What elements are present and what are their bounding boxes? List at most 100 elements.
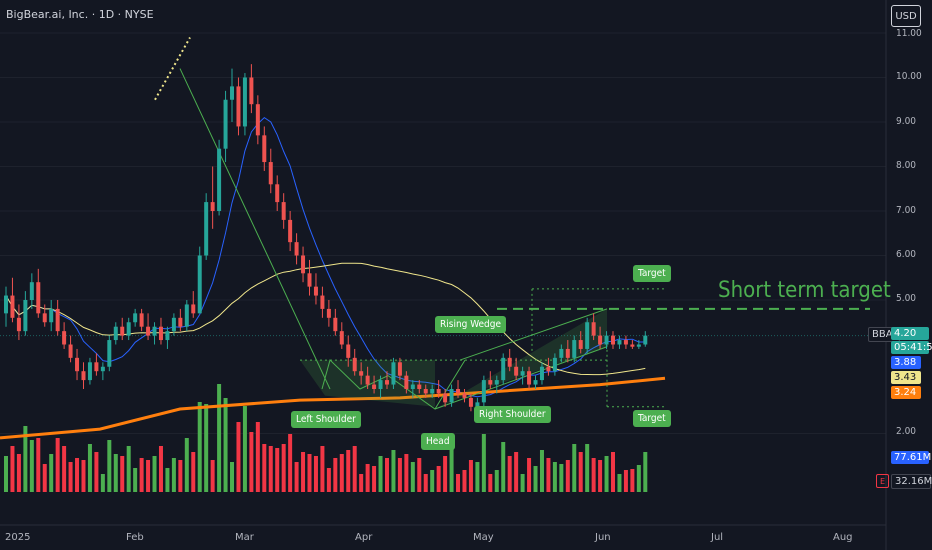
- volume-bar: [559, 464, 564, 492]
- volume-bar: [617, 474, 622, 492]
- volume-bar: [326, 468, 331, 492]
- volume-bar: [604, 456, 609, 492]
- candle-body: [204, 202, 209, 256]
- time-label: May: [473, 532, 494, 543]
- currency-button[interactable]: USD: [891, 5, 921, 27]
- candle-body: [126, 322, 131, 336]
- ma-mid-line: [5, 262, 646, 376]
- candle-body: [591, 322, 596, 336]
- volume-bar: [630, 469, 635, 492]
- candle-body: [514, 366, 519, 376]
- candle-body: [365, 375, 370, 385]
- candle-body: [191, 304, 196, 314]
- candle-body: [372, 384, 377, 389]
- volume-bar: [611, 452, 616, 492]
- volume-bar: [352, 446, 357, 492]
- candle-body: [339, 331, 344, 345]
- target-upper-label: Target: [633, 265, 671, 282]
- volume-bar: [378, 456, 383, 492]
- volume-bar: [384, 458, 389, 492]
- ma-fast-tag: 3.88: [891, 356, 921, 369]
- volume-bar: [10, 446, 15, 492]
- volume-bar: [539, 450, 544, 492]
- volume-bar: [578, 452, 583, 492]
- candle-body: [443, 393, 448, 403]
- candle-body: [146, 326, 151, 336]
- candle-body: [197, 255, 202, 314]
- candle-body: [249, 77, 254, 105]
- volume-bar: [42, 464, 47, 492]
- candle-body: [223, 99, 228, 149]
- volume-bar: [210, 460, 215, 492]
- volume-bar: [126, 446, 131, 492]
- candle-body: [604, 335, 609, 345]
- earnings-icon[interactable]: E: [876, 474, 889, 488]
- volume-bar: [236, 422, 241, 492]
- candle-body: [578, 340, 583, 349]
- volume-bar: [417, 458, 422, 492]
- volume-bar: [565, 460, 570, 492]
- ma-fast-line: [5, 116, 646, 398]
- volume-bar: [598, 460, 603, 492]
- candle-body: [527, 371, 532, 385]
- volume-bar: [249, 432, 254, 492]
- candle-body: [611, 335, 616, 345]
- candle-body: [4, 295, 8, 314]
- candle-body: [165, 331, 170, 341]
- volume-bar: [68, 462, 73, 492]
- volume-bar: [262, 444, 267, 492]
- candle-body: [643, 335, 648, 345]
- volume-bar: [481, 434, 486, 492]
- volume-bar: [29, 440, 34, 492]
- target-lower-label: Target: [633, 410, 671, 427]
- last-price-tag: 4.20: [891, 327, 929, 340]
- candle-body: [120, 326, 125, 336]
- candle-body: [55, 308, 60, 332]
- volume-bar: [468, 460, 473, 492]
- candle-body: [391, 362, 396, 385]
- candle-body: [572, 340, 577, 358]
- left-shoulder-label: Left Shoulder: [291, 411, 361, 428]
- candle-body: [23, 300, 28, 332]
- candle-body: [333, 317, 338, 332]
- candle-body: [81, 371, 86, 381]
- candle-body: [565, 348, 570, 358]
- volume-bar: [520, 474, 525, 492]
- candle-body: [29, 282, 34, 300]
- candle-body: [236, 86, 241, 127]
- volume-bar: [365, 464, 370, 492]
- candle-body: [326, 308, 331, 318]
- candle-body: [210, 202, 215, 211]
- candle-body: [100, 366, 105, 372]
- price-label: 5.00: [896, 293, 917, 304]
- candle-body: [501, 357, 506, 381]
- candle-body: [423, 389, 428, 394]
- candle-body: [359, 371, 364, 376]
- short-term-target-label: Short term target: [718, 278, 891, 303]
- candle-body: [352, 357, 357, 372]
- candle-body: [546, 366, 551, 372]
- candle-body: [378, 380, 383, 389]
- candle-body: [397, 362, 402, 376]
- candle-body: [630, 344, 635, 347]
- volume-bar: [391, 450, 396, 492]
- volume-bar: [449, 446, 454, 492]
- volume-bar: [339, 454, 344, 492]
- volume-ma-tag: 77.61M: [891, 451, 931, 464]
- candle-body: [494, 380, 499, 385]
- volume-bar: [333, 458, 338, 492]
- volume-bar: [527, 458, 532, 492]
- candle-body: [623, 340, 628, 345]
- volume-bar: [217, 384, 222, 492]
- candle-body: [533, 380, 538, 385]
- head-label: Head: [421, 433, 455, 450]
- volume-bar: [230, 462, 235, 492]
- candle-body: [468, 397, 473, 407]
- grid-lines: [0, 32, 886, 434]
- volume-bar: [16, 454, 21, 492]
- candle-body: [217, 148, 222, 211]
- candle-body: [178, 317, 183, 327]
- candle-body: [275, 184, 280, 203]
- volume-bar: [430, 470, 435, 492]
